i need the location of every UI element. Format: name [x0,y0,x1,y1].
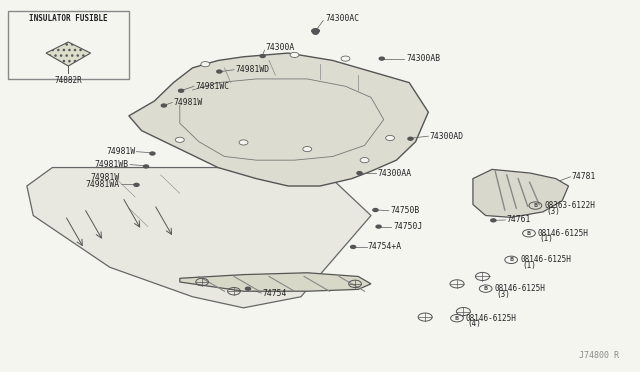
Text: 74750J: 74750J [394,222,422,231]
Text: 74781: 74781 [572,172,596,181]
Text: 74981W: 74981W [90,173,119,182]
Polygon shape [473,169,568,217]
Text: 74754: 74754 [262,289,287,298]
Text: 74981WA: 74981WA [85,180,119,189]
Text: 08146-6125H: 08146-6125H [466,314,516,323]
Circle shape [246,287,250,290]
Circle shape [386,135,394,141]
Circle shape [491,219,496,222]
Text: B: B [509,257,513,262]
Circle shape [143,165,148,168]
Text: 74882R: 74882R [54,76,82,85]
Circle shape [201,62,210,67]
Text: (4): (4) [468,319,482,328]
Circle shape [161,104,166,107]
Text: 74300A: 74300A [266,43,295,52]
Text: 74300AB: 74300AB [406,54,440,63]
Text: 74300AD: 74300AD [429,132,464,141]
Circle shape [376,225,381,228]
Circle shape [239,140,248,145]
Text: (3): (3) [546,206,560,216]
Circle shape [360,158,369,163]
Polygon shape [27,167,371,308]
Text: 74981W: 74981W [173,98,203,107]
Text: B: B [533,203,538,208]
Polygon shape [180,273,371,291]
Text: 74761: 74761 [507,215,531,224]
Text: (3): (3) [497,290,510,299]
Polygon shape [129,53,428,186]
Circle shape [260,55,265,58]
Text: 74981W: 74981W [106,147,135,156]
Text: 74750B: 74750B [390,206,419,215]
Text: B: B [455,316,459,321]
Text: 74300AC: 74300AC [325,13,359,22]
Text: B: B [527,231,531,236]
Text: 74981WB: 74981WB [95,160,129,169]
Circle shape [217,70,222,73]
Circle shape [357,171,362,174]
Circle shape [150,152,155,155]
Circle shape [134,183,139,186]
Circle shape [179,89,184,92]
Text: 08146-6125H: 08146-6125H [495,284,545,293]
Text: 08146-6125H: 08146-6125H [520,255,571,264]
Polygon shape [46,42,91,66]
Circle shape [373,209,378,211]
Text: 74300AA: 74300AA [378,169,412,177]
Circle shape [380,57,385,60]
Text: 08146-6125H: 08146-6125H [538,229,589,238]
Circle shape [313,31,318,34]
Text: 74754+A: 74754+A [368,243,402,251]
Text: (1): (1) [522,261,536,270]
Circle shape [290,52,299,58]
Text: 74981WD: 74981WD [236,65,270,74]
Circle shape [303,147,312,152]
Text: J74800 R: J74800 R [579,350,620,359]
Circle shape [351,246,356,248]
Text: (1): (1) [540,234,554,243]
Text: 08363-6122H: 08363-6122H [544,201,595,210]
Text: B: B [484,286,488,291]
FancyBboxPatch shape [8,11,129,79]
Text: INSULATOR FUSIBLE: INSULATOR FUSIBLE [29,13,108,22]
Text: 74981WC: 74981WC [196,82,230,91]
Circle shape [312,29,319,33]
Circle shape [341,56,350,61]
Circle shape [175,137,184,142]
Circle shape [408,137,413,140]
